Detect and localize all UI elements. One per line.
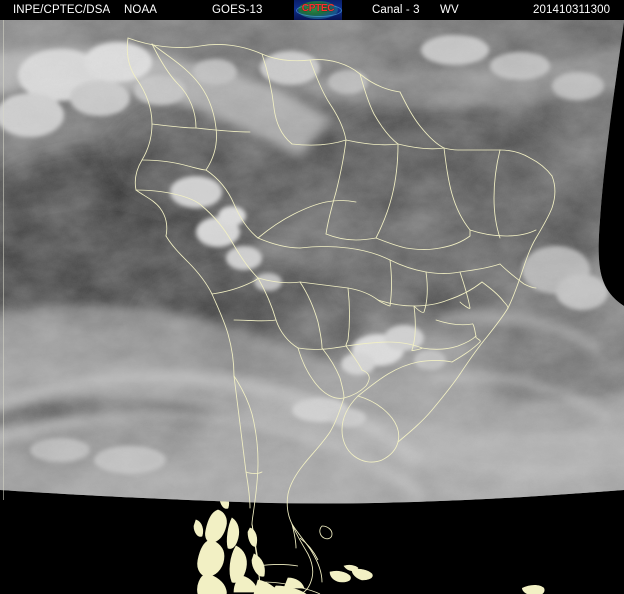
agency-label: NOAA xyxy=(124,4,157,16)
image-left-edge xyxy=(3,20,4,500)
product-label: WV xyxy=(440,4,459,16)
satellite-image-canvas xyxy=(0,20,624,594)
cptec-logo: CPTEC xyxy=(294,0,342,20)
water-vapor-imagery xyxy=(0,20,624,594)
orbit-ring-icon xyxy=(296,4,342,17)
timestamp-label: 201410311300 xyxy=(533,4,611,16)
channel-label: Canal - 3 xyxy=(372,4,420,16)
earth-disk xyxy=(0,20,624,504)
image-header-bar: INPE/CPTEC/DSA NOAA GOES-13 CPTEC Canal … xyxy=(0,0,624,20)
provider-label: INPE/CPTEC/DSA xyxy=(13,4,111,16)
satellite-label: GOES-13 xyxy=(212,4,263,16)
political-boundaries xyxy=(126,37,556,594)
cptec-logo-text: CPTEC xyxy=(301,3,335,14)
